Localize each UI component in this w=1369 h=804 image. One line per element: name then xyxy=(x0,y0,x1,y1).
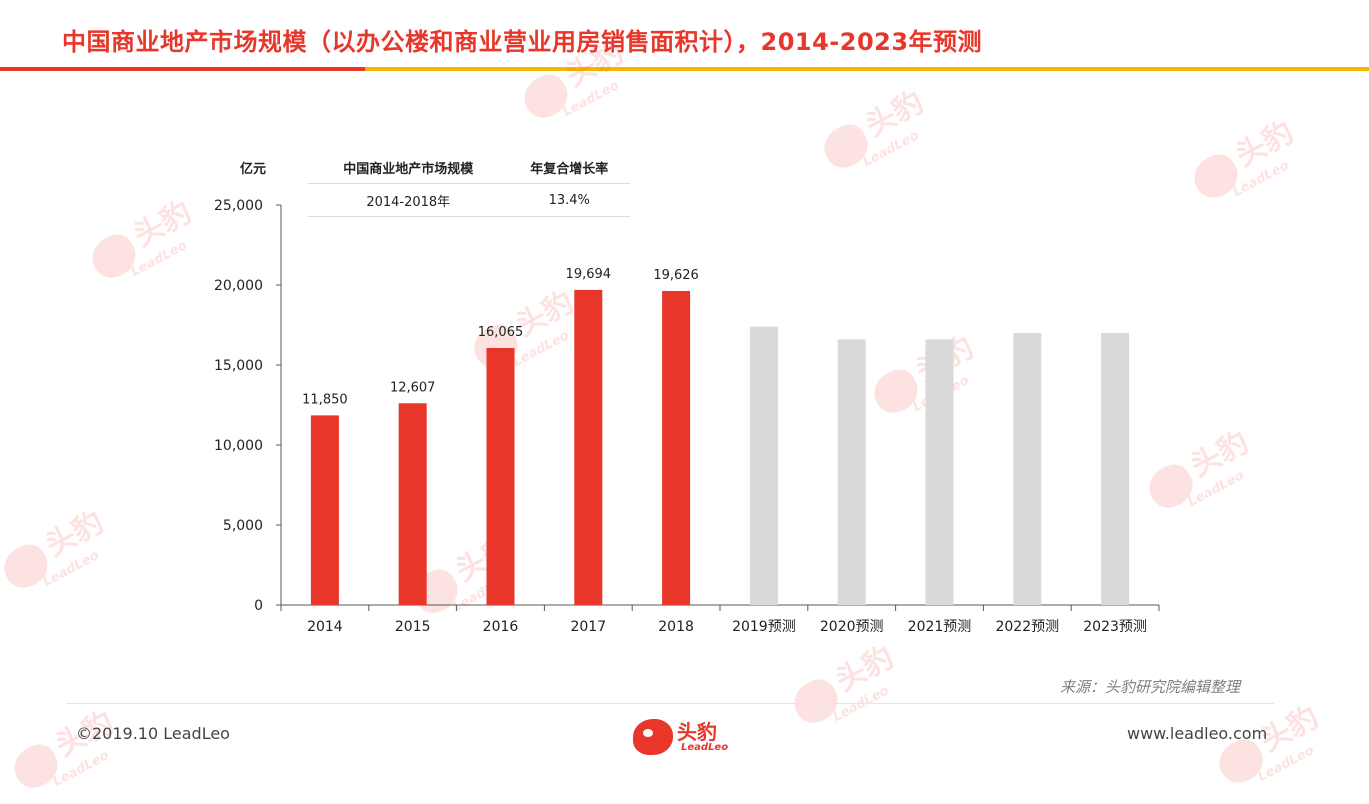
cagr-header-market: 中国商业地产市场规模 xyxy=(308,152,509,184)
y-tick-label: 5,000 xyxy=(223,518,263,534)
bar-data-label: 16,065 xyxy=(478,325,524,340)
y-tick-label: 20,000 xyxy=(214,278,263,294)
x-category-label: 2015 xyxy=(395,619,431,635)
bar-data-label: 12,607 xyxy=(390,380,436,395)
y-tick-label: 10,000 xyxy=(214,438,263,454)
y-tick-label: 15,000 xyxy=(214,358,263,374)
y-tick-label: 25,000 xyxy=(214,198,263,214)
cagr-header-rate: 年复合增长率 xyxy=(508,152,630,184)
leopard-icon xyxy=(633,719,673,755)
bar-data-label: 19,694 xyxy=(566,267,612,282)
x-category-label: 2014 xyxy=(307,619,343,635)
forecast-bar xyxy=(749,326,778,605)
cagr-value: 13.4% xyxy=(508,183,630,217)
x-category-label: 2018 xyxy=(658,619,694,635)
leadleo-logo: 头豹 LeadLeo xyxy=(633,715,728,759)
cagr-table-header-row: 中国商业地产市场规模 年复合增长率 xyxy=(308,152,630,184)
forecast-bar xyxy=(837,339,866,605)
cagr-period: 2014-2018年 xyxy=(308,183,509,217)
x-category-label: 2016 xyxy=(483,619,519,635)
footer-divider xyxy=(66,703,1274,704)
actual-bar xyxy=(574,289,603,605)
forecast-bar xyxy=(1101,333,1130,605)
website-link[interactable]: www.leadleo.com xyxy=(1127,724,1268,743)
x-category-label: 2023预测 xyxy=(1083,619,1147,635)
x-category-label: 2022预测 xyxy=(995,619,1059,635)
title-underline-red xyxy=(0,67,365,71)
actual-bar xyxy=(310,415,339,605)
actual-bar xyxy=(486,347,515,605)
logo-en-text: LeadLeo xyxy=(681,742,729,753)
page-title: 中国商业地产市场规模（以办公楼和商业营业用房销售面积计），2014-2023年预… xyxy=(62,28,983,56)
cagr-table: 中国商业地产市场规模 年复合增长率 2014-2018年 13.4% xyxy=(308,152,630,217)
y-axis-unit: 亿元 xyxy=(240,162,267,177)
actual-bar xyxy=(662,290,691,605)
x-category-label: 2019预测 xyxy=(732,619,796,635)
source-note: 来源：头豹研究院编辑整理 xyxy=(1060,678,1241,696)
x-category-label: 2017 xyxy=(570,619,606,635)
actual-bar xyxy=(398,403,427,605)
copyright-text: ©2019.10 LeadLeo xyxy=(76,724,230,743)
x-category-label: 2020预测 xyxy=(820,619,884,635)
bar-data-label: 11,850 xyxy=(302,392,348,407)
table-row: 2014-2018年 13.4% xyxy=(308,183,630,217)
bar-data-label: 19,626 xyxy=(653,268,699,283)
x-category-label: 2021预测 xyxy=(908,619,972,635)
y-tick-label: 0 xyxy=(254,598,263,614)
forecast-bar xyxy=(1013,333,1042,605)
title-underline-yellow xyxy=(365,67,1369,71)
forecast-bar xyxy=(925,339,954,605)
logo-cn-text: 头豹 xyxy=(677,720,717,744)
bar-chart: 0 5,000 10,000 15,000 20,000 25,000 11,850 2014… xyxy=(214,198,1160,635)
